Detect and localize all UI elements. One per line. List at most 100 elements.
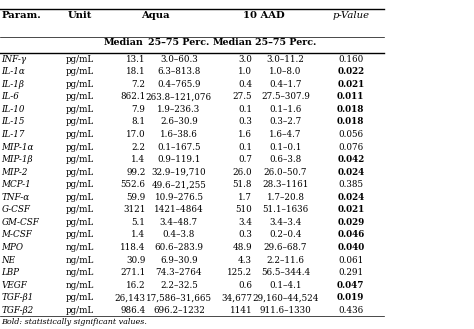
- Text: Median: Median: [212, 38, 252, 47]
- Text: 0.7: 0.7: [238, 155, 252, 164]
- Text: 0.1–1.6: 0.1–1.6: [269, 105, 302, 114]
- Text: 0.1–167.5: 0.1–167.5: [157, 142, 201, 152]
- Text: MIP-2: MIP-2: [1, 168, 28, 177]
- Text: 0.3–2.7: 0.3–2.7: [269, 117, 302, 126]
- Text: 56.5–344.4: 56.5–344.4: [261, 268, 310, 277]
- Text: pg/mL: pg/mL: [66, 117, 94, 126]
- Text: 0.021: 0.021: [337, 205, 365, 214]
- Text: 0.056: 0.056: [338, 130, 364, 139]
- Text: 986.4: 986.4: [120, 306, 146, 315]
- Text: 0.024: 0.024: [337, 168, 365, 177]
- Text: 271.1: 271.1: [120, 268, 146, 277]
- Text: 17.0: 17.0: [126, 130, 146, 139]
- Text: 51.8: 51.8: [233, 180, 252, 189]
- Text: 1.7: 1.7: [238, 193, 252, 202]
- Text: INF-γ: INF-γ: [1, 55, 27, 64]
- Text: IL-1α: IL-1α: [1, 67, 25, 76]
- Text: 18.1: 18.1: [126, 67, 146, 76]
- Text: 29.6–68.7: 29.6–68.7: [264, 243, 307, 252]
- Text: LBP: LBP: [1, 268, 19, 277]
- Text: 3.4–48.7: 3.4–48.7: [160, 218, 198, 227]
- Text: 13.1: 13.1: [126, 55, 146, 64]
- Text: TGF-β1: TGF-β1: [1, 293, 34, 302]
- Text: M-CSF: M-CSF: [1, 230, 32, 240]
- Text: 1.6–38.6: 1.6–38.6: [160, 130, 198, 139]
- Text: 26.0–50.7: 26.0–50.7: [264, 168, 307, 177]
- Text: 125.2: 125.2: [227, 268, 252, 277]
- Text: MCP-1: MCP-1: [1, 180, 31, 189]
- Text: 552.6: 552.6: [120, 180, 146, 189]
- Text: IL-17: IL-17: [1, 130, 25, 139]
- Text: 3121: 3121: [123, 205, 146, 214]
- Text: 510: 510: [236, 205, 252, 214]
- Text: 29,160–44,524: 29,160–44,524: [252, 293, 319, 302]
- Text: 0.047: 0.047: [337, 281, 365, 290]
- Text: 74.3–2764: 74.3–2764: [155, 268, 202, 277]
- Text: 0.3: 0.3: [238, 117, 252, 126]
- Text: 7.9: 7.9: [132, 105, 146, 114]
- Text: 0.4: 0.4: [238, 80, 252, 89]
- Text: 30.9: 30.9: [126, 256, 146, 265]
- Text: 25–75 Perc.: 25–75 Perc.: [255, 38, 316, 47]
- Text: 59.9: 59.9: [126, 193, 146, 202]
- Text: pg/mL: pg/mL: [66, 230, 94, 240]
- Text: NE: NE: [1, 256, 16, 265]
- Text: 0.1: 0.1: [238, 105, 252, 114]
- Text: 911.6–1330: 911.6–1330: [260, 306, 311, 315]
- Text: G-CSF: G-CSF: [1, 205, 30, 214]
- Text: pg/mL: pg/mL: [66, 55, 94, 64]
- Text: IL-15: IL-15: [1, 117, 25, 126]
- Text: 0.011: 0.011: [337, 92, 365, 101]
- Text: MIP-1α: MIP-1α: [1, 142, 34, 152]
- Text: 1.4: 1.4: [131, 155, 146, 164]
- Text: TGF-β2: TGF-β2: [1, 306, 34, 315]
- Text: 0.4–765.9: 0.4–765.9: [157, 80, 201, 89]
- Text: 0.6: 0.6: [238, 281, 252, 290]
- Text: pg/mL: pg/mL: [66, 142, 94, 152]
- Text: 4.3: 4.3: [238, 256, 252, 265]
- Text: pg/mL: pg/mL: [66, 80, 94, 89]
- Text: GM-CSF: GM-CSF: [1, 218, 39, 227]
- Text: 25–75 Perc.: 25–75 Perc.: [148, 38, 210, 47]
- Text: p-Value: p-Value: [332, 11, 369, 19]
- Text: 1.9–236.3: 1.9–236.3: [157, 105, 201, 114]
- Text: 16.2: 16.2: [126, 281, 146, 290]
- Text: ng/mL: ng/mL: [66, 243, 94, 252]
- Text: TNF-α: TNF-α: [1, 193, 29, 202]
- Text: IL-1β: IL-1β: [1, 80, 24, 89]
- Text: 34,677: 34,677: [221, 293, 252, 302]
- Text: 0.018: 0.018: [337, 105, 365, 114]
- Text: 1.7–20.8: 1.7–20.8: [266, 193, 305, 202]
- Text: 0.076: 0.076: [338, 142, 364, 152]
- Text: 3.0–11.2: 3.0–11.2: [267, 55, 304, 64]
- Text: MPO: MPO: [1, 243, 23, 252]
- Text: 0.6–3.8: 0.6–3.8: [269, 155, 302, 164]
- Text: pg/mL: pg/mL: [66, 293, 94, 302]
- Text: 0.022: 0.022: [337, 67, 365, 76]
- Text: 48.9: 48.9: [233, 243, 252, 252]
- Text: pg/mL: pg/mL: [66, 180, 94, 189]
- Text: 51.1–1636: 51.1–1636: [263, 205, 309, 214]
- Text: 1.0–8.0: 1.0–8.0: [269, 67, 302, 76]
- Text: 0.061: 0.061: [338, 256, 364, 265]
- Text: 263.8–121,076: 263.8–121,076: [146, 92, 212, 101]
- Text: 0.018: 0.018: [337, 117, 365, 126]
- Text: 27.5–307.9: 27.5–307.9: [261, 92, 310, 101]
- Text: ng/mL: ng/mL: [66, 281, 94, 290]
- Text: 32.9–19,710: 32.9–19,710: [152, 168, 206, 177]
- Text: 0.4–1.7: 0.4–1.7: [269, 80, 302, 89]
- Text: 0.9–119.1: 0.9–119.1: [157, 155, 201, 164]
- Text: pg/mL: pg/mL: [66, 67, 94, 76]
- Text: pg/mL: pg/mL: [66, 193, 94, 202]
- Text: IL-6: IL-6: [1, 92, 19, 101]
- Text: 696.2–1232: 696.2–1232: [153, 306, 205, 315]
- Text: 27.5: 27.5: [233, 92, 252, 101]
- Text: 3.0–60.3: 3.0–60.3: [160, 55, 198, 64]
- Text: pg/mL: pg/mL: [66, 168, 94, 177]
- Text: 99.2: 99.2: [126, 168, 146, 177]
- Text: 3.4–3.4: 3.4–3.4: [269, 218, 302, 227]
- Text: MIP-1β: MIP-1β: [1, 155, 33, 164]
- Text: 0.029: 0.029: [337, 218, 365, 227]
- Text: VEGF: VEGF: [1, 281, 27, 290]
- Text: 2.2: 2.2: [131, 142, 146, 152]
